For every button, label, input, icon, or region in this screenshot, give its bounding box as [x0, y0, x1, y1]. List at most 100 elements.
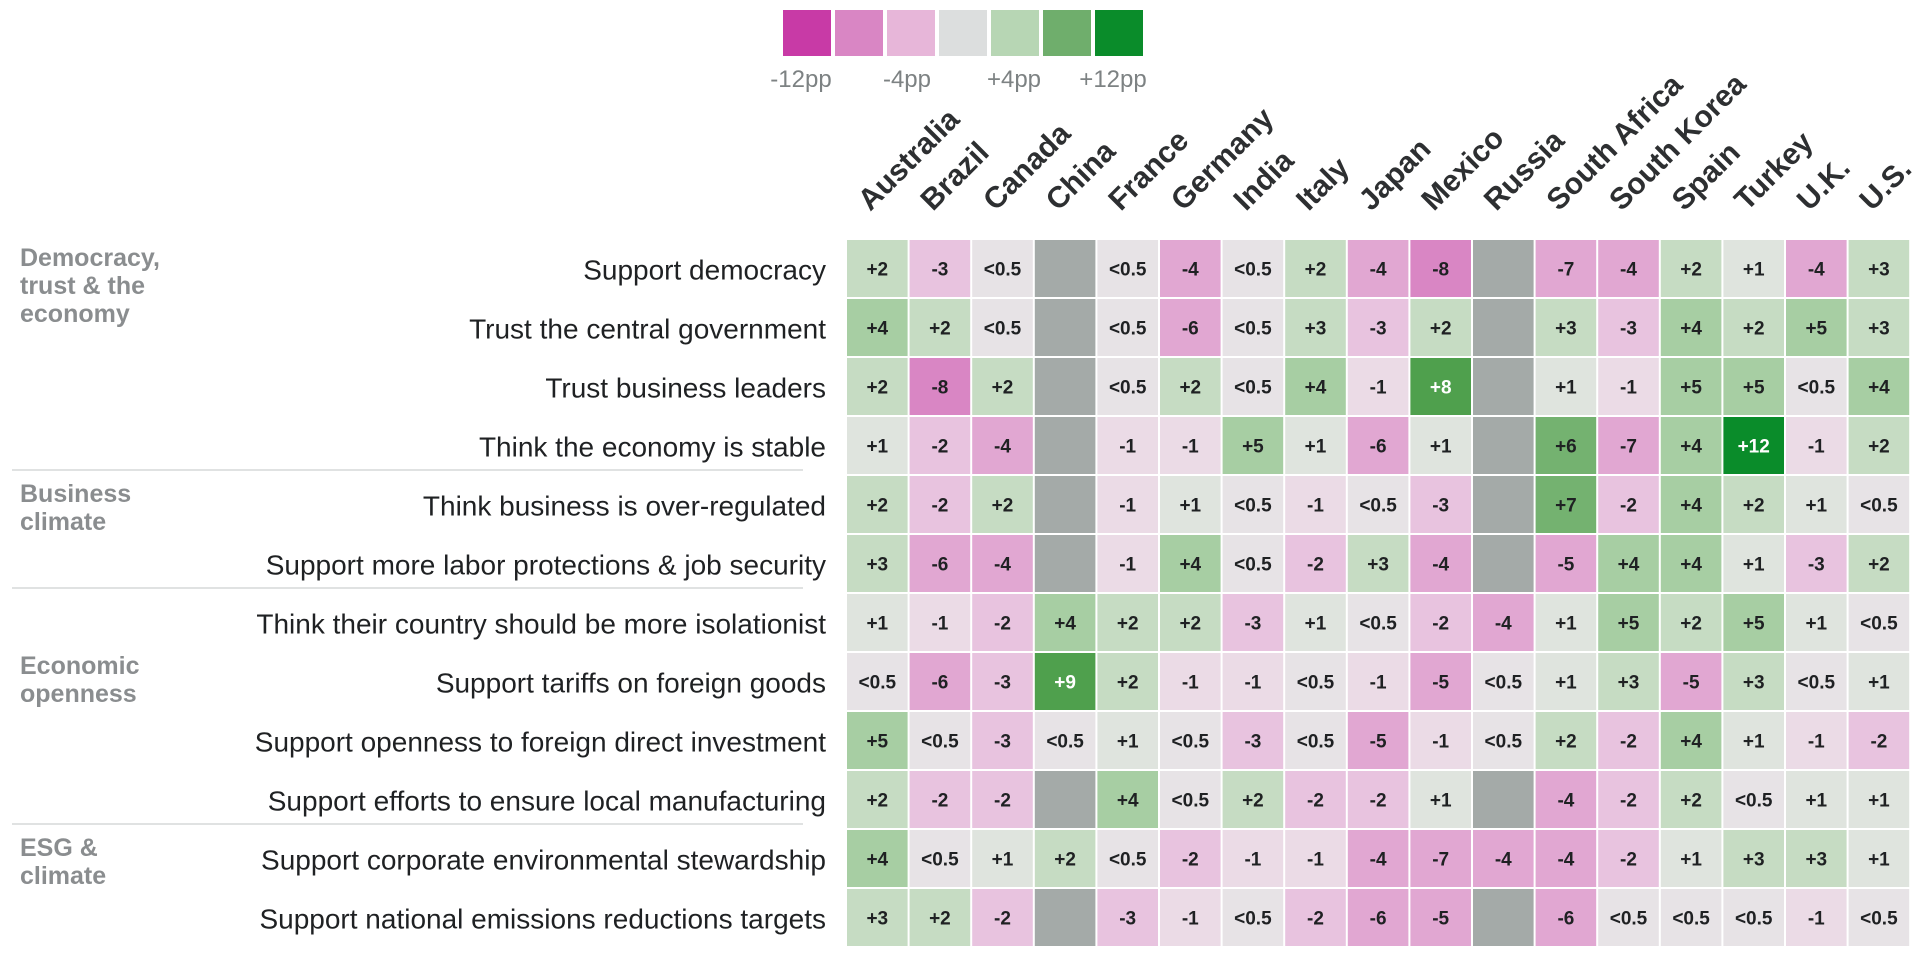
heatmap-cell	[1160, 712, 1221, 769]
cell-value-label: <0.5	[1172, 791, 1210, 812]
heatmap-cell	[1786, 771, 1847, 828]
cell-value-label: +5	[1743, 614, 1765, 635]
heatmap-cell	[909, 594, 971, 651]
heatmap-cell	[1097, 476, 1158, 533]
cell-value-label: -5	[1683, 673, 1700, 694]
cell-value-label: -2	[1182, 850, 1199, 871]
legend-label: -4pp	[883, 66, 931, 93]
cell-value-label: -1	[1119, 496, 1136, 517]
heatmap-cell	[1222, 889, 1284, 946]
cell-value-label: +1	[1805, 614, 1827, 635]
cell-value-label: <0.5	[1297, 673, 1335, 694]
cell-value-label: -1	[1244, 850, 1261, 871]
cell-value-label: +3	[1743, 850, 1765, 871]
cell-value-label: +3	[1305, 319, 1327, 340]
heatmap-cell	[972, 653, 1033, 710]
cell-value-label: -1	[1244, 673, 1261, 694]
heatmap-cell	[1285, 712, 1346, 769]
heatmap-cell	[1660, 771, 1722, 828]
heatmap-cell	[1034, 535, 1096, 592]
cell-value-label: +3	[1805, 850, 1827, 871]
heatmap-cell	[1535, 712, 1597, 769]
cell-value-label: -6	[1557, 909, 1574, 930]
heatmap-cell	[1160, 889, 1221, 946]
row-label: Think their country should be more isola…	[256, 609, 826, 640]
cell-value-label: -1	[1119, 555, 1136, 576]
heatmap-cell	[847, 476, 908, 533]
heatmap-cell	[909, 358, 971, 415]
cell-value-label: -1	[1182, 437, 1199, 458]
heatmap-cell	[1848, 712, 1910, 769]
cell-value-label: -2	[994, 614, 1011, 635]
heatmap-cell	[909, 830, 971, 887]
cell-value-label: -4	[1495, 614, 1512, 635]
heatmap-cell	[847, 712, 908, 769]
cell-value-label: +1	[1305, 614, 1327, 635]
heatmap-cell	[1285, 535, 1346, 592]
heatmap-cell	[1660, 535, 1722, 592]
heatmap-cell	[909, 712, 971, 769]
heatmap-cell	[1473, 712, 1534, 769]
cell-value-label: -2	[994, 791, 1011, 812]
cell-value-label: +2	[1305, 260, 1327, 281]
heatmap-cell	[1535, 889, 1597, 946]
row-label: Support more labor protections & job sec…	[266, 550, 826, 581]
heatmap-cell	[972, 299, 1033, 356]
heatmap-cell	[1598, 299, 1659, 356]
cell-value-label: +2	[1117, 614, 1139, 635]
heatmap-cell	[1347, 476, 1409, 533]
cell-value-label: +2	[866, 260, 888, 281]
cell-value-label: -8	[1432, 260, 1449, 281]
cell-value-label: +7	[1555, 496, 1577, 517]
cell-value-label: -1	[1119, 437, 1136, 458]
heatmap-cell	[972, 476, 1033, 533]
heatmap-cell	[1410, 594, 1471, 651]
cell-value-label: <0.5	[1860, 496, 1898, 517]
cell-value-label: <0.5	[921, 732, 959, 753]
heatmap-cell	[847, 358, 908, 415]
heatmap-cell	[1034, 476, 1096, 533]
heatmap-cell	[1723, 889, 1784, 946]
cell-value-label: -3	[1244, 732, 1261, 753]
heatmap-cell	[972, 830, 1033, 887]
heatmap-cell	[1034, 299, 1096, 356]
heatmap-cell	[1723, 417, 1784, 474]
heatmap-cell	[972, 771, 1033, 828]
cell-value-label: -2	[931, 437, 948, 458]
cell-value-label: -4	[1557, 791, 1574, 812]
cell-value-label: <0.5	[1672, 909, 1710, 930]
cell-value-label: <0.5	[1109, 319, 1147, 340]
heatmap-cell	[1848, 594, 1910, 651]
heatmap-cell	[1222, 712, 1284, 769]
cell-value-label: +3	[866, 909, 888, 930]
heatmap-cell	[1347, 889, 1409, 946]
heatmap-cell	[1598, 240, 1659, 297]
heatmap-cell	[1473, 535, 1534, 592]
heatmap-cell	[1786, 299, 1847, 356]
cell-value-label: +3	[866, 555, 888, 576]
heatmap-cell	[909, 535, 971, 592]
cell-value-label: -4	[1370, 260, 1387, 281]
cell-value-label: +8	[1430, 378, 1452, 399]
heatmap-cell	[1786, 240, 1847, 297]
cell-value-label: -5	[1432, 909, 1449, 930]
heatmap-cell	[1535, 594, 1597, 651]
cell-value-label: +2	[1117, 673, 1139, 694]
heatmap-cell	[1535, 417, 1597, 474]
cell-value-label: +1	[992, 850, 1014, 871]
heatmap-cell	[1034, 889, 1096, 946]
heatmap-cell	[1848, 417, 1910, 474]
cell-value-label: +4	[1305, 378, 1327, 399]
heatmap-cell	[1473, 889, 1534, 946]
cell-value-label: -2	[1870, 732, 1887, 753]
cell-value-label: +4	[1868, 378, 1890, 399]
heatmap-cell	[1222, 594, 1284, 651]
legend-swatch	[887, 10, 935, 56]
heatmap-cell	[1222, 771, 1284, 828]
cell-value-label: +2	[1555, 732, 1577, 753]
cell-value-label: -6	[1370, 909, 1387, 930]
row-label: Support democracy	[583, 255, 826, 286]
heatmap-cell	[1160, 299, 1221, 356]
heatmap-cell	[1410, 240, 1471, 297]
cell-value-label: +2	[1680, 614, 1702, 635]
